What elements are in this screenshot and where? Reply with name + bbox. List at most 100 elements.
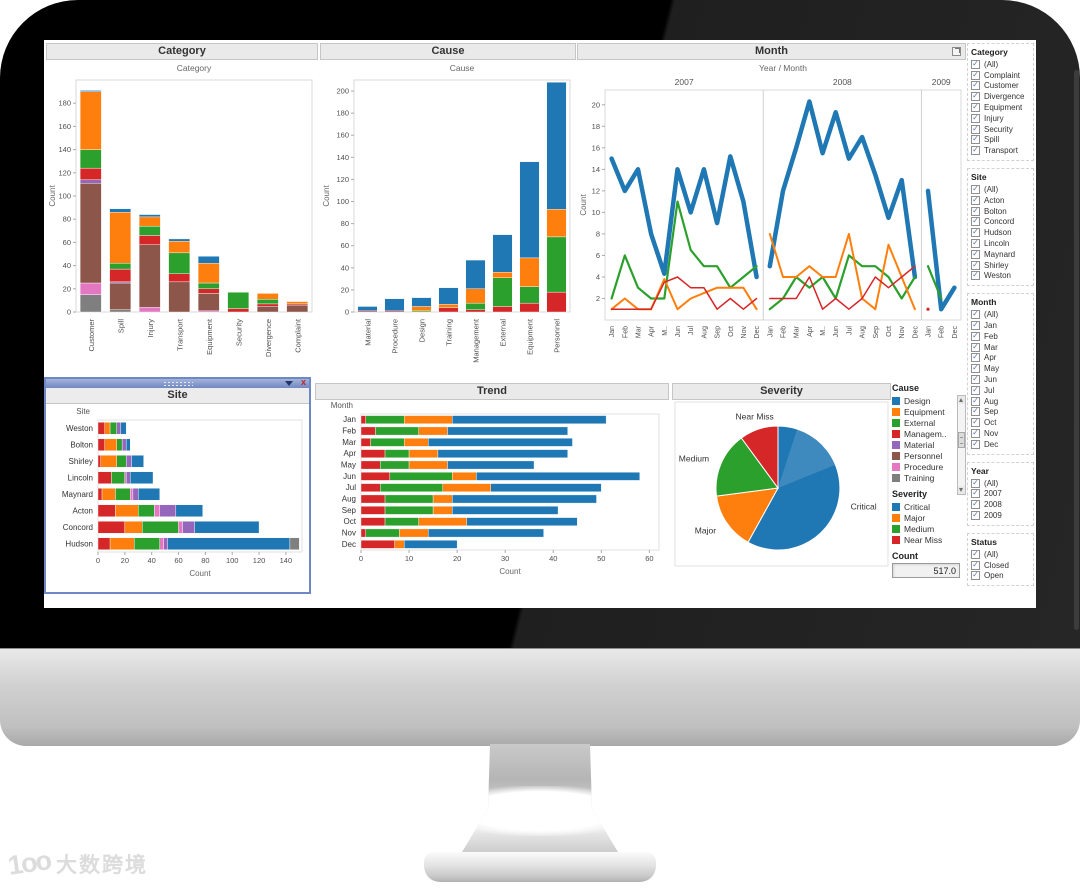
bar-segment-Management[interactable] [227,308,250,313]
bar-segment-Critical[interactable] [438,287,459,305]
filter-item-dec[interactable]: ✓ Dec [971,439,1031,450]
bar-segment-Critical[interactable] [452,415,607,424]
bar-segment-Management[interactable] [97,438,105,451]
checkbox-checked-icon[interactable]: ✓ [971,309,980,320]
site-window-titlebar[interactable]: x [46,377,309,388]
filter-item-hudson[interactable]: ✓ Hudson [971,227,1031,238]
bar-segment-Equipment[interactable] [197,263,220,284]
bar-segment-Management[interactable] [97,504,116,517]
category-bar-chart[interactable]: Category 0 20 40 60 80 100 120 140 160 180 Count Cus… [46,60,318,364]
bar-segment-Personnel[interactable] [138,244,161,308]
line-series-Critical[interactable] [609,154,759,280]
bar-segment-External[interactable] [134,537,160,550]
scrollbar-thumb[interactable] [958,432,965,448]
bar-segment-Major[interactable] [404,415,453,424]
legend-item-design[interactable]: Design [892,395,948,406]
bar-segment-Major[interactable] [492,272,513,278]
bar-segment-External[interactable] [79,149,102,169]
line-series-Critical[interactable] [925,188,957,312]
checkbox-checked-icon[interactable]: ✓ [971,145,980,156]
bar-segment-Personnel[interactable] [286,304,309,313]
legend-item-critical[interactable]: Critical [892,501,966,512]
severity-pie-chart[interactable]: Critical Major Medium Near Miss [672,400,891,570]
bar-segment-External[interactable] [116,455,127,468]
bar-segment-Medium[interactable] [375,426,419,436]
bar-segment-External[interactable] [142,521,179,534]
filter-item-equipment[interactable]: ✓ Equipment [971,102,1031,113]
bar-segment-Material[interactable] [125,455,132,468]
bar-segment-Management[interactable] [138,235,161,245]
line-series-Major[interactable] [610,278,758,311]
bar-segment-Personnel[interactable] [79,183,102,284]
pie-slice-near-miss[interactable] [740,425,779,490]
checkbox-checked-icon[interactable]: ✓ [971,341,980,352]
point-Near Miss[interactable] [926,307,930,311]
bar-segment-Material[interactable] [159,504,177,517]
line-series-Medium[interactable] [768,254,916,311]
filter-item-closed[interactable]: ✓ Closed [971,560,1031,571]
bar-segment-External[interactable] [227,292,250,309]
bar-segment-Critical[interactable] [404,540,458,549]
bar-segment-Medium[interactable] [465,302,486,310]
bar-segment-Critical[interactable] [466,517,578,526]
count-input[interactable]: 517.0 [892,563,960,578]
bar-segment-Major[interactable] [452,472,477,481]
filter-item-jul[interactable]: ✓ Jul [971,385,1031,396]
bar-segment-Management[interactable] [97,455,101,468]
bar-segment-Near Miss[interactable] [360,483,381,492]
legend-item-training[interactable]: Training [892,472,948,483]
checkbox-checked-icon[interactable]: ✓ [971,112,980,123]
bar-segment-Near Miss[interactable] [360,426,376,436]
bar-segment-Major[interactable] [394,540,405,549]
bar-segment-Equipment[interactable] [101,488,116,501]
line-series-Medium[interactable] [610,200,758,300]
filter-item-feb[interactable]: ✓ Feb [971,331,1031,342]
bar-segment-Major[interactable] [432,506,453,515]
bar-segment-Management[interactable] [97,488,103,501]
legend-item-equipment[interactable]: Equipment [892,406,948,417]
pie-slice-major[interactable] [715,487,779,543]
filter-item-2009[interactable]: ✓ 2009 [971,510,1031,521]
bar-segment-Medium[interactable] [492,277,513,307]
checkbox-checked-icon[interactable]: ✓ [971,559,980,570]
checkbox-checked-icon[interactable]: ✓ [971,320,980,331]
legend-item-personnel[interactable]: Personnel [892,450,948,461]
filter-item-sep[interactable]: ✓ Sep [971,407,1031,418]
bar-segment-Major[interactable] [442,483,491,492]
scroll-down-icon[interactable] [958,486,965,494]
checkbox-checked-icon[interactable]: ✓ [971,194,980,205]
filter-item-apr[interactable]: ✓ Apr [971,353,1031,364]
bar-segment-Near Miss[interactable] [360,528,367,538]
checkbox-checked-icon[interactable]: ✓ [971,417,980,428]
bar-segment-Equipment[interactable] [115,504,139,517]
bar-segment-Procedure[interactable] [124,471,127,484]
bar-segment-Near Miss[interactable] [438,307,459,313]
bar-segment-External[interactable] [115,488,131,501]
filter-item-2007[interactable]: ✓ 2007 [971,489,1031,500]
bar-segment-Critical[interactable] [452,506,559,515]
bar-segment-Management[interactable] [109,268,132,283]
bar-segment-Personnel[interactable] [197,293,220,312]
checkbox-checked-icon[interactable]: ✓ [971,406,980,417]
bar-segment-Management[interactable] [97,471,112,484]
filter-item-concord[interactable]: ✓ Concord [971,217,1031,228]
checkbox-checked-icon[interactable]: ✓ [971,477,980,488]
bar-segment-Critical[interactable] [519,161,540,259]
checkbox-checked-icon[interactable]: ✓ [971,374,980,385]
filter-item-all[interactable]: ✓ (All) [971,59,1031,70]
bar-segment-Near Miss[interactable] [360,438,371,447]
bar-segment-Critical[interactable] [476,472,640,481]
bar-segment-Critical[interactable] [428,528,544,538]
bar-segment-Medium[interactable] [365,528,400,538]
month-line-chart[interactable]: Year / Month 2 4 6 8 10 12 14 16 18 20 Count 2007 Jan… [577,60,966,382]
bar-segment-External[interactable] [197,282,220,290]
bar-segment-Medium[interactable] [546,236,567,293]
legend-scrollbar[interactable] [957,395,966,495]
filter-item-transport[interactable]: ✓ Transport [971,145,1031,156]
legend-item-procedure[interactable]: Procedure [892,461,948,472]
bar-segment-Equipment[interactable] [109,212,132,264]
filter-item-divergence[interactable]: ✓ Divergence [971,91,1031,102]
checkbox-checked-icon[interactable]: ✓ [971,69,980,80]
bar-segment-External[interactable] [109,263,132,270]
checkbox-checked-icon[interactable]: ✓ [971,216,980,227]
